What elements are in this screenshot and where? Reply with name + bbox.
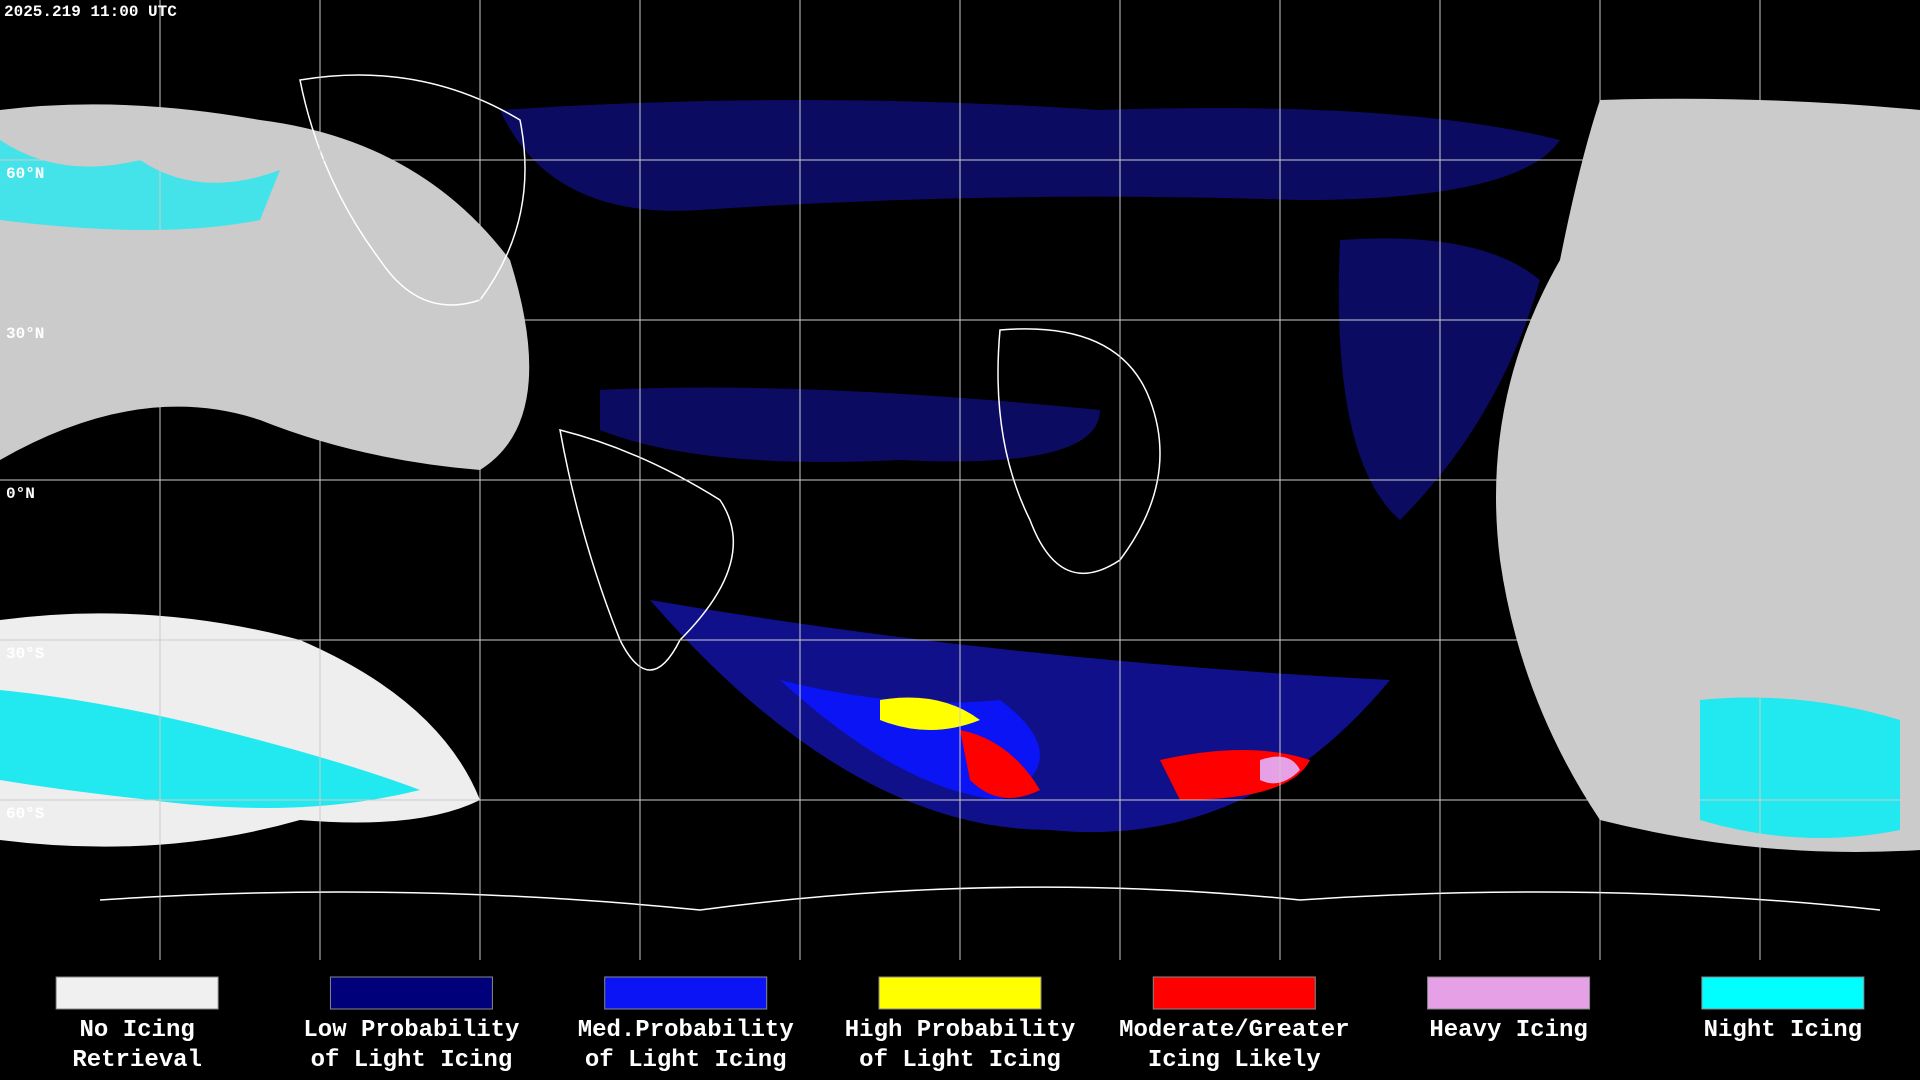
coastline [99, 886, 1881, 911]
latitude-label: 0°N [6, 485, 35, 503]
graticule: 60°N 30°N 0°N 30°S 60°S [0, 0, 1920, 960]
latitude-label: 30°S [6, 645, 45, 663]
coastline [299, 74, 526, 306]
legend-label: Moderate/Greater [1119, 1017, 1349, 1044]
legend-label: of Light Icing [585, 1047, 787, 1074]
map: 60°N 30°N 0°N 30°S 60°S [0, 0, 1920, 960]
legend-swatch [1427, 976, 1591, 1010]
icing-region [1338, 238, 1540, 521]
legend-swatch [329, 976, 493, 1010]
night-icing-region [0, 140, 280, 230]
legend: No Icing Retrieval Low Probability of Light… [55, 976, 1865, 1074]
timestamp: 2025.219 11:00 UTC [4, 3, 177, 21]
legend-label: No Icing [80, 1017, 195, 1044]
legend-label: High Probability [845, 1017, 1075, 1044]
night-icing-region [0, 690, 420, 808]
icing-region [880, 697, 980, 730]
legend-swatch [55, 976, 219, 1010]
legend-swatch [878, 976, 1042, 1010]
legend-label: Low Probability [303, 1017, 519, 1044]
legend-label: of Light Icing [859, 1047, 1061, 1074]
icing-region [500, 100, 1560, 211]
legend-label: Med.Probability [578, 1017, 794, 1044]
legend-label: Icing Likely [1148, 1047, 1321, 1074]
latitude-label: 60°N [6, 165, 44, 183]
legend-swatch [1701, 976, 1865, 1010]
legend-label: Heavy Icing [1429, 1017, 1587, 1044]
icing-region [600, 387, 1100, 462]
latitude-label: 60°S [6, 805, 45, 823]
legend-swatch [1152, 976, 1316, 1010]
legend-swatch [604, 976, 768, 1010]
legend-label: Night Icing [1704, 1017, 1862, 1044]
legend-label: Retrieval [72, 1047, 202, 1074]
icing-region [960, 730, 1040, 798]
latitude-label: 30°N [6, 325, 44, 343]
night-icing-region [1700, 697, 1900, 838]
legend-label: of Light Icing [311, 1047, 513, 1074]
cloud-region [1496, 98, 1920, 852]
